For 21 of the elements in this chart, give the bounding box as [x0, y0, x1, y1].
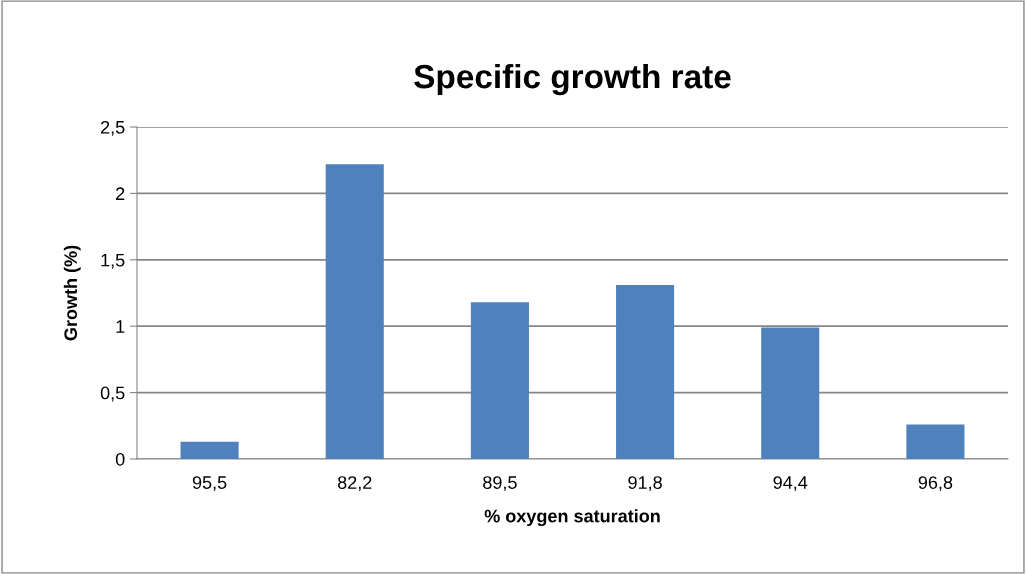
- bar: [325, 164, 384, 459]
- x-tick-label: 82,2: [337, 476, 372, 492]
- y-tick-label: 1: [116, 320, 125, 333]
- y-tick-label: 0: [115, 452, 125, 466]
- x-tick-label: 96,8: [918, 476, 953, 492]
- x-tick-label: 95,5: [192, 476, 227, 492]
- x-axis-title: % oxygen saturation: [484, 509, 660, 527]
- y-tick-label: 1,5: [101, 253, 125, 269]
- bar: [470, 302, 529, 459]
- y-tick-label: 0,5: [100, 386, 125, 402]
- y-tick-label: 2,5: [101, 120, 125, 136]
- bar: [761, 327, 820, 459]
- bar: [616, 285, 675, 459]
- y-axis-title: Growth (%): [63, 245, 81, 341]
- bar: [180, 441, 239, 459]
- x-tick-label: 94,4: [773, 476, 808, 492]
- chart-title: Specific growth rate: [414, 63, 731, 96]
- bar: [906, 424, 965, 459]
- y-tick-label: 2: [116, 187, 125, 200]
- x-tick-label: 91,8: [628, 476, 662, 492]
- x-tick-label: 89,5: [483, 476, 517, 492]
